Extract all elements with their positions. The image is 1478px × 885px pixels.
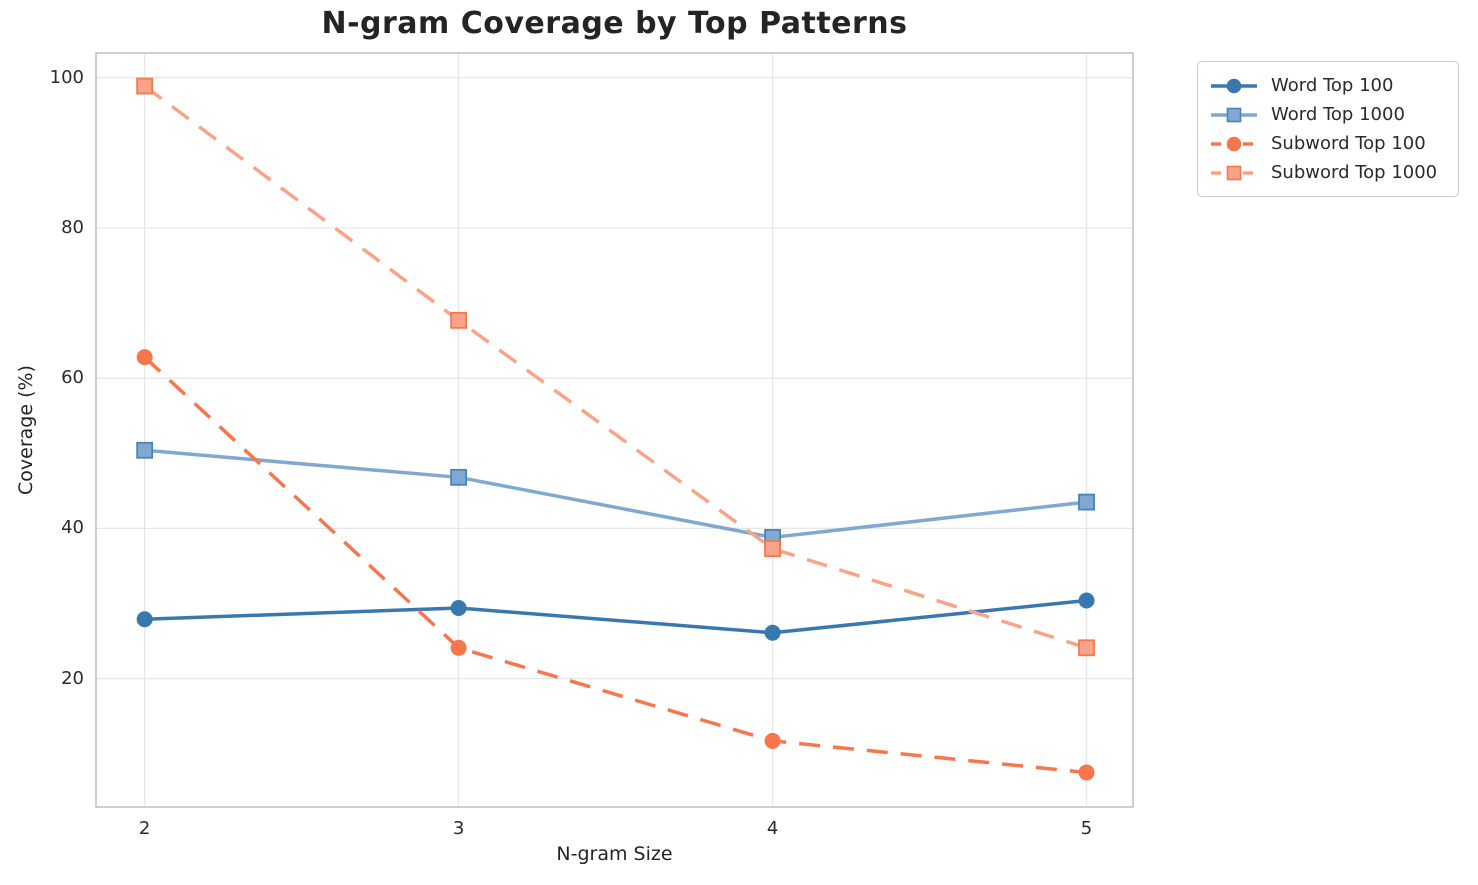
data-point-word-top-100 bbox=[450, 599, 467, 616]
data-point-word-top-100 bbox=[136, 611, 153, 628]
series-line-word-top-100 bbox=[144, 598, 1087, 635]
legend-marker-subword-top-1000 bbox=[1226, 165, 1242, 180]
legend-item-subword-top-100: Subword Top 100 bbox=[1210, 129, 1446, 158]
legend-marker-word-top-100 bbox=[1226, 78, 1242, 93]
legend-sample-subword-top-100 bbox=[1211, 136, 1257, 151]
data-point-word-top-1000 bbox=[136, 441, 154, 459]
legend-item-word-top-100: Word Top 100 bbox=[1210, 71, 1446, 100]
legend-item-subword-top-1000: Subword Top 1000 bbox=[1210, 158, 1446, 187]
x-axis-label: N-gram Size bbox=[556, 843, 673, 865]
legend-label-subword-top-1000: Subword Top 1000 bbox=[1271, 162, 1438, 183]
x-tick-label: 3 bbox=[452, 818, 465, 839]
x-tick-label: 4 bbox=[766, 818, 779, 839]
x-tick-label: 5 bbox=[1080, 818, 1093, 839]
y-tick-label: 60 bbox=[61, 367, 84, 389]
data-point-subword-top-1000 bbox=[450, 311, 468, 329]
data-point-word-top-1000 bbox=[450, 468, 468, 486]
data-point-subword-top-1000 bbox=[764, 540, 781, 558]
legend-label-subword-top-100: Subword Top 100 bbox=[1271, 133, 1426, 154]
data-point-word-top-100 bbox=[1078, 592, 1095, 609]
legend-sample-subword-top-1000 bbox=[1211, 165, 1257, 180]
x-tick-label: 2 bbox=[138, 818, 151, 839]
y-tick-label: 100 bbox=[49, 66, 84, 88]
series-line-subword-top-1000 bbox=[143, 84, 1088, 650]
data-point-subword-top-100 bbox=[450, 639, 467, 656]
data-point-word-top-1000 bbox=[1078, 493, 1095, 511]
data-point-subword-top-1000 bbox=[136, 77, 154, 95]
data-point-subword-top-1000 bbox=[1078, 639, 1095, 657]
legend-label-word-top-1000: Word Top 1000 bbox=[1271, 104, 1405, 125]
y-tick-label: 80 bbox=[61, 216, 84, 238]
legend-marker-word-top-1000 bbox=[1226, 107, 1242, 122]
legend-item-word-top-1000: Word Top 1000 bbox=[1210, 100, 1446, 129]
legend-label-word-top-100: Word Top 100 bbox=[1271, 75, 1394, 96]
data-point-subword-top-100 bbox=[1078, 764, 1095, 781]
series-line-word-top-1000 bbox=[144, 448, 1087, 540]
data-point-subword-top-100 bbox=[764, 732, 781, 749]
series-line-subword-top-100 bbox=[143, 355, 1087, 775]
data-point-subword-top-100 bbox=[136, 349, 153, 366]
legend-sample-word-top-100 bbox=[1211, 78, 1257, 93]
data-point-word-top-100 bbox=[764, 624, 781, 641]
y-tick-label: 40 bbox=[61, 517, 84, 539]
plot-border bbox=[95, 52, 1134, 808]
legend: Word Top 100 Word Top 1000 Subword Top 100… bbox=[1197, 61, 1459, 197]
legend-sample-word-top-1000 bbox=[1211, 107, 1257, 122]
chart-title: N-gram Coverage by Top Patterns bbox=[321, 6, 908, 41]
y-tick-label: 20 bbox=[61, 667, 84, 689]
legend-marker-subword-top-100 bbox=[1226, 136, 1242, 151]
